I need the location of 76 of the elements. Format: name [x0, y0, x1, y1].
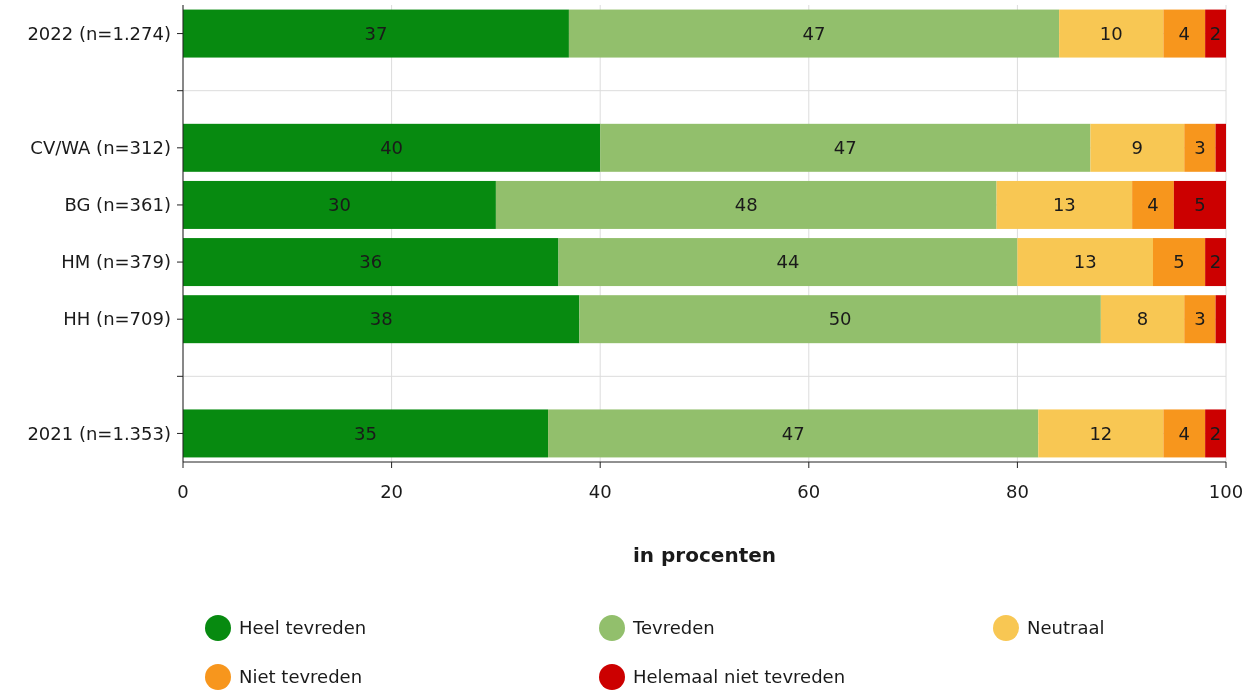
- data-label: 3: [1194, 137, 1206, 159]
- data-label: 30: [328, 194, 351, 216]
- bar: [1184, 295, 1216, 344]
- data-label: 8: [1136, 308, 1149, 330]
- data-label: 47: [781, 422, 805, 444]
- data-label: 48: [734, 194, 758, 216]
- data-label: 35: [354, 422, 377, 444]
- data-label: 3: [1194, 308, 1206, 330]
- data-label: 5: [1173, 251, 1185, 273]
- data-label: 36: [359, 251, 383, 273]
- legend-label: Neutraal: [1027, 617, 1105, 639]
- bar: [1205, 9, 1226, 58]
- data-label: 4: [1178, 422, 1191, 444]
- bar: [1173, 180, 1226, 229]
- data-label: 47: [833, 137, 857, 159]
- data-label: 13: [1073, 251, 1097, 273]
- x-tick-label: 40: [588, 481, 612, 502]
- data-label: 40: [380, 137, 404, 159]
- data-label: 13: [1052, 194, 1076, 216]
- legend-label: Heel tevreden: [239, 617, 367, 639]
- y-tick-label: HH (n=709): [63, 308, 171, 330]
- bar: [1017, 238, 1153, 287]
- y-tick-label: 2022 (n=1.274): [27, 22, 171, 44]
- bar: [495, 180, 997, 229]
- data-label: 9: [1131, 137, 1144, 159]
- data-label: 4: [1178, 22, 1191, 44]
- data-label: 2: [1209, 22, 1222, 44]
- x-axis-title: in procenten: [633, 543, 776, 567]
- bar: [996, 180, 1133, 229]
- bar: [183, 9, 569, 58]
- bar: [600, 123, 1091, 172]
- legend-label: Niet tevreden: [239, 666, 363, 688]
- legend-label: Helemaal niet tevreden: [633, 666, 846, 688]
- data-label: 47: [802, 22, 826, 44]
- x-tick-label: 100: [1208, 481, 1244, 502]
- data-label: 44: [776, 251, 800, 273]
- bar: [183, 409, 549, 458]
- bar: [183, 123, 601, 172]
- bar: [1163, 409, 1206, 458]
- data-label: 37: [364, 22, 388, 44]
- y-tick-label: 2021 (n=1.353): [27, 422, 171, 444]
- bar: [1090, 123, 1185, 172]
- bar: [1038, 409, 1164, 458]
- bar: [183, 295, 580, 344]
- data-label: 50: [828, 308, 852, 330]
- y-tick-label: HM (n=379): [61, 251, 171, 273]
- bar: [548, 409, 1039, 458]
- data-label: 4: [1147, 194, 1159, 216]
- x-tick-label: 0: [177, 481, 189, 502]
- y-tick-label: BG (n=361): [64, 194, 171, 216]
- bar: [183, 180, 496, 229]
- bar: [183, 238, 559, 287]
- bar: [1184, 123, 1216, 172]
- bar: [1132, 180, 1174, 229]
- data-label: 2: [1209, 422, 1222, 444]
- data-label: 10: [1099, 22, 1123, 44]
- bar: [1215, 295, 1226, 344]
- data-label: 5: [1194, 194, 1206, 216]
- bar: [579, 295, 1101, 344]
- x-tick-label: 60: [797, 481, 821, 502]
- bar: [558, 238, 1018, 287]
- bar: [1059, 9, 1164, 58]
- bar: [1205, 409, 1226, 458]
- data-label: 2: [1209, 251, 1222, 273]
- legend-label: Tevreden: [632, 617, 715, 639]
- bar: [1152, 238, 1206, 287]
- y-tick-label: CV/WA (n=312): [30, 137, 171, 159]
- bar: [568, 9, 1060, 58]
- bar: [1100, 295, 1185, 344]
- bar: [1215, 123, 1226, 172]
- bar: [1163, 9, 1206, 58]
- x-tick-label: 20: [380, 481, 404, 502]
- data-label: 38: [369, 308, 393, 330]
- bar: [1205, 238, 1226, 287]
- x-tick-label: 80: [1005, 481, 1029, 502]
- data-label: 12: [1089, 422, 1113, 444]
